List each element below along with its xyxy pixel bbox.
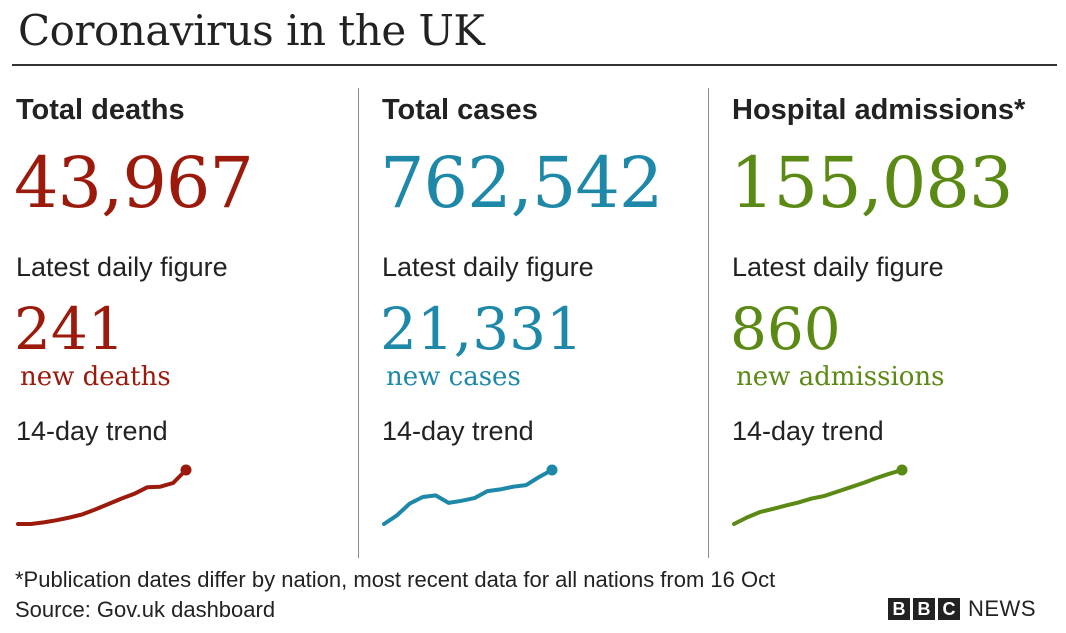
logo-word: NEWS [968, 596, 1036, 621]
cases-heading: Total cases [382, 94, 538, 126]
deaths-trend-line [16, 468, 188, 526]
bbc-news-logo: B B C NEWS [888, 596, 1036, 621]
deaths-daily-unit: new deaths [20, 362, 171, 392]
cases-daily-value: 21,331 [380, 295, 583, 363]
column-divider-1 [358, 88, 359, 558]
title-rule [12, 64, 1057, 66]
logo-letter-1: B [888, 598, 910, 620]
admissions-sparkline [732, 464, 908, 526]
column-divider-2 [708, 88, 709, 558]
deaths-heading: Total deaths [16, 94, 185, 126]
cases-daily-unit: new cases [386, 362, 521, 392]
logo-letter-3: C [938, 598, 960, 620]
admissions-trend-end-point [896, 464, 908, 476]
deaths-trend-end-point [180, 464, 192, 476]
logo-letter-2: B [913, 598, 935, 620]
cases-trend-line [382, 468, 554, 526]
cases-daily-label: Latest daily figure [382, 252, 594, 282]
deaths-column: Total deaths 43,967 Latest daily figure … [14, 94, 356, 554]
admissions-daily-label: Latest daily figure [732, 252, 944, 282]
admissions-trend-line [732, 468, 904, 526]
admissions-total: 155,083 [730, 142, 1013, 224]
deaths-daily-label: Latest daily figure [16, 252, 228, 282]
admissions-daily-unit: new admissions [736, 362, 945, 392]
admissions-trend-label: 14-day trend [732, 416, 884, 446]
deaths-daily-value: 241 [14, 295, 125, 363]
footnote: *Publication dates differ by nation, mos… [15, 567, 776, 592]
page-title: Coronavirus in the UK [18, 6, 485, 55]
deaths-sparkline [16, 464, 192, 526]
cases-column: Total cases 762,542 Latest daily figure … [380, 94, 722, 554]
admissions-heading: Hospital admissions* [732, 94, 1026, 126]
cases-trend-label: 14-day trend [382, 416, 534, 446]
cases-trend-end-point [546, 464, 558, 476]
admissions-column: Hospital admissions* 155,083 Latest dail… [730, 94, 1066, 554]
deaths-total: 43,967 [14, 142, 254, 224]
deaths-trend-label: 14-day trend [16, 416, 168, 446]
cases-sparkline [382, 464, 558, 526]
source-note: Source: Gov.uk dashboard [15, 597, 276, 622]
cases-total: 762,542 [380, 142, 663, 224]
admissions-daily-value: 860 [730, 295, 841, 363]
